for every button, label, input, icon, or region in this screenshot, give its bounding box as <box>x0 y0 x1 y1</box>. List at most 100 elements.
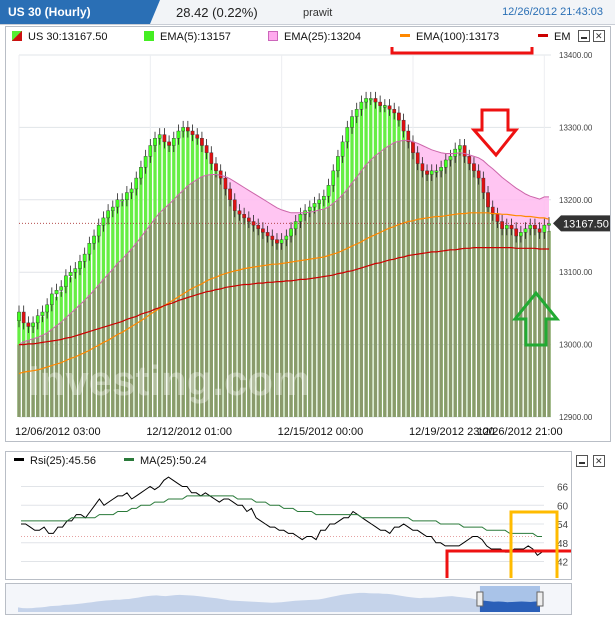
ema25-column <box>326 207 331 417</box>
ema25-column <box>350 183 354 417</box>
price-chart: 12900.00 13000.00 13100.00 13200.00 13300.00… <box>15 47 610 438</box>
ema25-column <box>448 158 453 418</box>
candle-body <box>26 322 31 327</box>
rsi-close-button[interactable]: ✕ <box>593 455 605 467</box>
candle-body <box>96 224 101 237</box>
ema25-column <box>355 177 359 417</box>
rsi-swatch-icon <box>14 458 24 461</box>
legend-ema100-text: EMA(100):13173 <box>416 31 500 43</box>
legend-ema200: EM <box>538 31 571 43</box>
candle-body <box>336 156 340 172</box>
navigator-chart <box>18 586 544 612</box>
ema25-column <box>228 195 232 417</box>
ema25-column <box>40 335 45 417</box>
ma-swatch-icon <box>124 458 134 461</box>
minimize-button[interactable] <box>578 30 590 42</box>
candle-body <box>171 138 176 146</box>
candle-body <box>514 228 519 237</box>
ema25-column <box>359 170 364 417</box>
navigator-right-handle <box>536 591 544 607</box>
candle-body <box>218 170 223 179</box>
candle-body <box>176 130 181 139</box>
rsi-y-tick-label: 60 <box>557 501 569 512</box>
legend-ema5-text: EMA(5):13157 <box>160 31 231 43</box>
ema25-column <box>317 209 321 417</box>
candle-body <box>359 101 364 110</box>
ema25-column <box>233 205 237 417</box>
candle-body <box>462 145 467 157</box>
candle-body <box>279 239 284 244</box>
ema25-column <box>491 209 495 417</box>
candle-body <box>59 286 64 291</box>
candle-body <box>64 275 68 287</box>
ema25-column <box>495 217 500 417</box>
candle-body <box>204 145 209 153</box>
ema5-swatch-icon <box>144 31 154 41</box>
ema25-column <box>92 290 96 417</box>
ema25-column <box>542 226 546 417</box>
candle-body <box>200 138 204 146</box>
ema25-column <box>481 186 485 417</box>
candle-body <box>354 109 359 117</box>
candle-body <box>143 156 148 168</box>
close-button[interactable]: ✕ <box>593 30 605 42</box>
legend-rsi-text: Rsi(25):45.56 <box>30 455 97 467</box>
ema25-column <box>111 269 115 417</box>
candle-body <box>120 199 125 202</box>
ema25-column <box>345 189 349 417</box>
ema25-column <box>158 212 162 417</box>
ema25-column <box>458 152 462 417</box>
candle-body <box>87 243 92 255</box>
ema25-column <box>270 238 274 417</box>
ema25-column <box>251 223 256 417</box>
legend-ema100: EMA(100):13173 <box>400 31 499 43</box>
candle-body <box>186 127 190 132</box>
candle-body <box>35 315 40 324</box>
ema25-column <box>209 174 213 417</box>
ema25-column <box>50 329 54 417</box>
chart-header: US 30 (Hourly) 28.42 (0.22%) prawit 12/2… <box>0 0 615 25</box>
ema25-column <box>462 154 467 418</box>
ema25-column <box>322 209 326 417</box>
candle-body <box>162 134 167 143</box>
ema25-column <box>533 228 537 417</box>
ema25-column <box>22 341 26 417</box>
legend-ema25: EMA(25):13204 <box>268 31 361 43</box>
candle-body <box>528 224 533 229</box>
rsi-y-tick-label: 54 <box>557 520 569 531</box>
candle-body <box>453 148 458 157</box>
candle-body <box>148 145 153 157</box>
candle-body <box>509 224 514 229</box>
candle-body <box>265 232 270 237</box>
navigator-strip[interactable] <box>5 583 572 615</box>
ema25-column <box>340 194 345 417</box>
candle-body <box>537 228 542 233</box>
candle-body <box>420 163 425 172</box>
candle-body <box>350 116 354 128</box>
candle-body <box>317 199 322 204</box>
candle-body <box>129 188 134 193</box>
ema25-column <box>519 232 523 417</box>
ema25-column <box>303 212 307 417</box>
legend-ema200-text: EM <box>554 31 571 43</box>
instrument-tab[interactable]: US 30 (Hourly) <box>0 0 160 24</box>
candle-body <box>153 138 157 146</box>
candle-body <box>411 141 415 153</box>
rsi-minimize-button[interactable] <box>576 455 588 467</box>
candle-body <box>195 134 200 139</box>
ema25-column <box>59 322 63 417</box>
price-change: 28.42 (0.22%) <box>176 5 258 20</box>
ema25-column <box>68 313 73 417</box>
rsi-legend: Rsi(25):45.56 MA(25):50.24 <box>6 452 571 470</box>
ema25-column <box>64 317 68 417</box>
candle-body <box>547 223 551 226</box>
ema25-column <box>289 232 293 417</box>
ema25-column <box>17 344 21 417</box>
candle-body <box>364 98 368 103</box>
ema25-column <box>505 225 509 417</box>
ema25-column <box>425 172 429 417</box>
candle-body <box>125 192 129 200</box>
candle-body <box>157 134 162 139</box>
candle-body <box>519 232 523 237</box>
ema25-column <box>120 259 124 417</box>
